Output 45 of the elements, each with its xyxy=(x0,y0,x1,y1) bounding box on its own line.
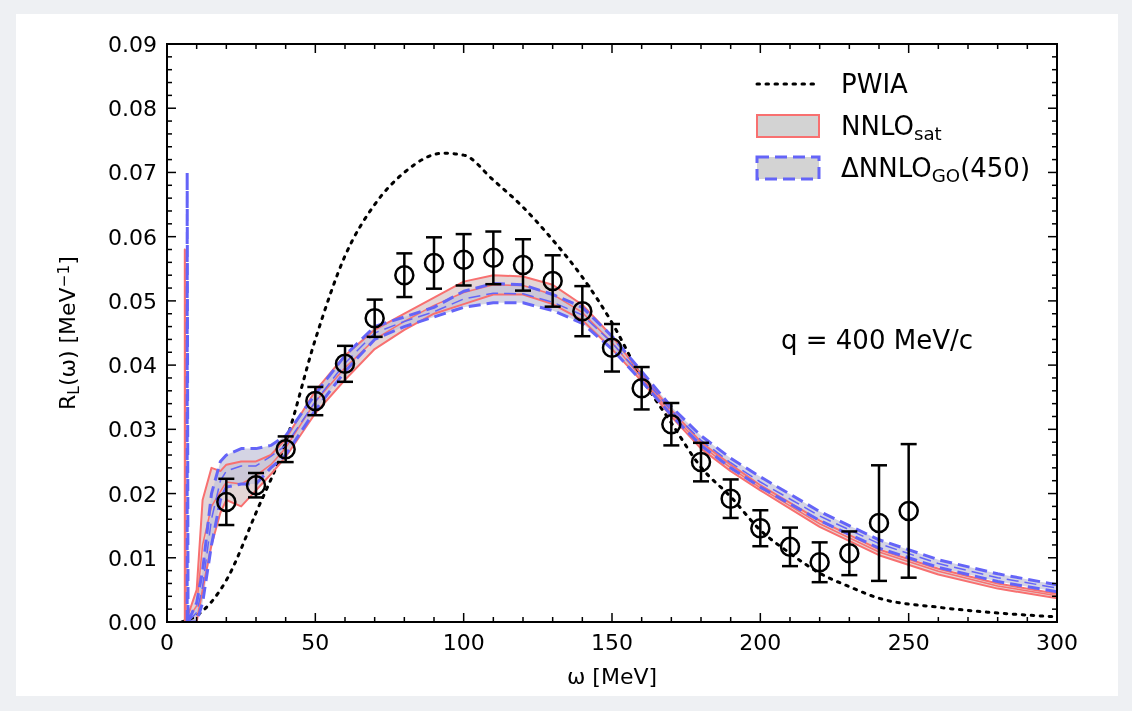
x-tick-label: 300 xyxy=(1036,630,1078,655)
point xyxy=(601,337,623,358)
x-tick-label: 150 xyxy=(591,630,633,655)
x-tick-label: 0 xyxy=(160,630,174,655)
legend-label: ΔNNLO$_{GO}$(450) xyxy=(841,153,1031,186)
point xyxy=(631,378,652,399)
point xyxy=(868,512,890,534)
point xyxy=(394,264,415,286)
x-tick-label: 200 xyxy=(739,630,782,655)
y-tick-label: 0.08 xyxy=(108,96,157,122)
point xyxy=(275,439,296,460)
legend-label: NNLO$_{sat}$ xyxy=(841,111,942,144)
y-tick-label: 0.00 xyxy=(108,610,157,635)
point xyxy=(839,543,860,564)
point xyxy=(453,249,474,271)
point xyxy=(512,254,534,276)
y-tick-label: 0.01 xyxy=(108,545,157,571)
point xyxy=(690,451,712,473)
y-tick-label: 0.02 xyxy=(108,481,157,507)
point xyxy=(572,300,593,322)
point xyxy=(423,252,445,274)
y-tick-label: 0.03 xyxy=(108,417,157,443)
legend-label: PWIA xyxy=(841,69,909,99)
point xyxy=(809,552,830,573)
x-axis-title: ω [MeV] xyxy=(566,664,658,689)
point xyxy=(542,270,563,292)
point xyxy=(750,518,771,539)
x-tick-label: 100 xyxy=(442,630,485,655)
point xyxy=(779,536,801,558)
x-tick-label: 50 xyxy=(301,630,330,655)
point xyxy=(216,491,237,513)
y-tick-label: 0.07 xyxy=(108,160,157,186)
y-tick-label: 0.05 xyxy=(108,288,157,314)
point xyxy=(364,308,385,329)
annotation: q = 400 MeV/c xyxy=(781,325,973,356)
y-tick-label: 0.04 xyxy=(108,353,157,379)
y-tick-label: 0.09 xyxy=(108,32,157,57)
point xyxy=(720,488,741,509)
point xyxy=(483,247,504,269)
point xyxy=(661,413,682,435)
y-tick-label: 0.06 xyxy=(108,224,157,250)
point xyxy=(334,353,356,375)
x-tick-label: 250 xyxy=(887,630,930,655)
point xyxy=(305,390,326,412)
point xyxy=(898,500,919,522)
